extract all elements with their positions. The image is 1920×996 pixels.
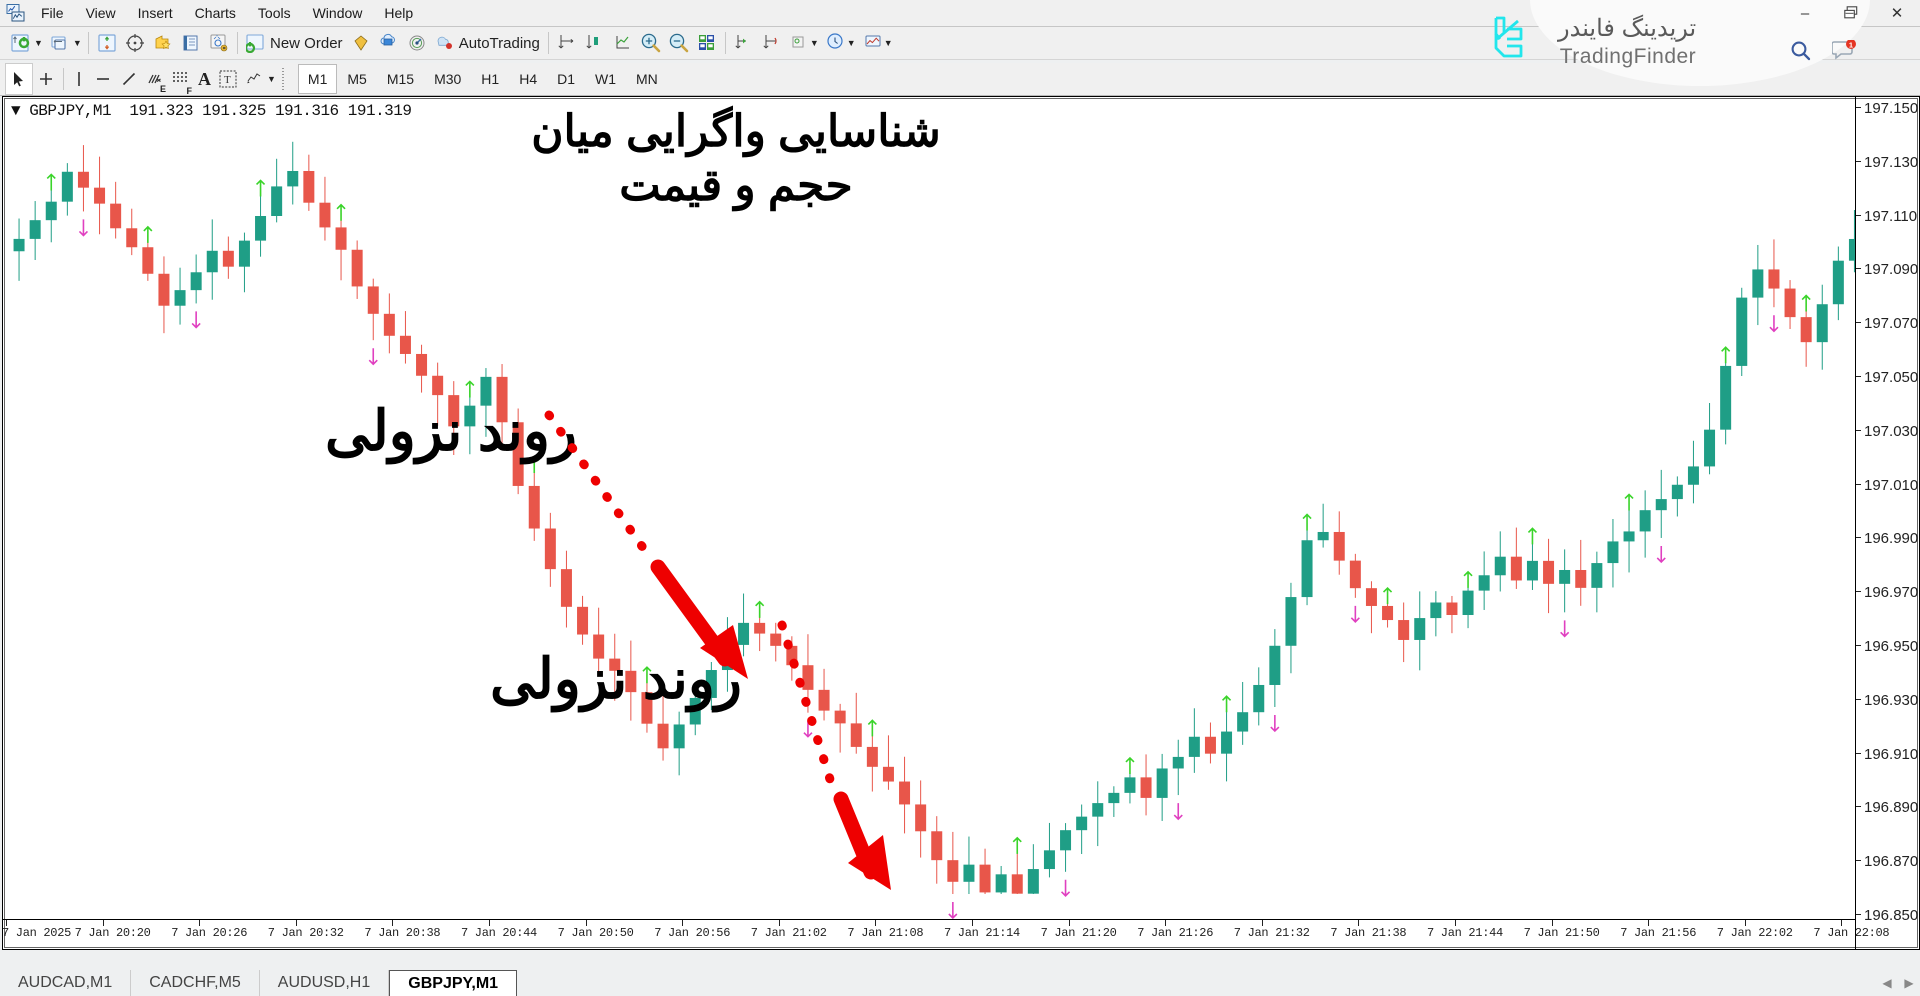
svg-text:T: T bbox=[224, 74, 231, 86]
